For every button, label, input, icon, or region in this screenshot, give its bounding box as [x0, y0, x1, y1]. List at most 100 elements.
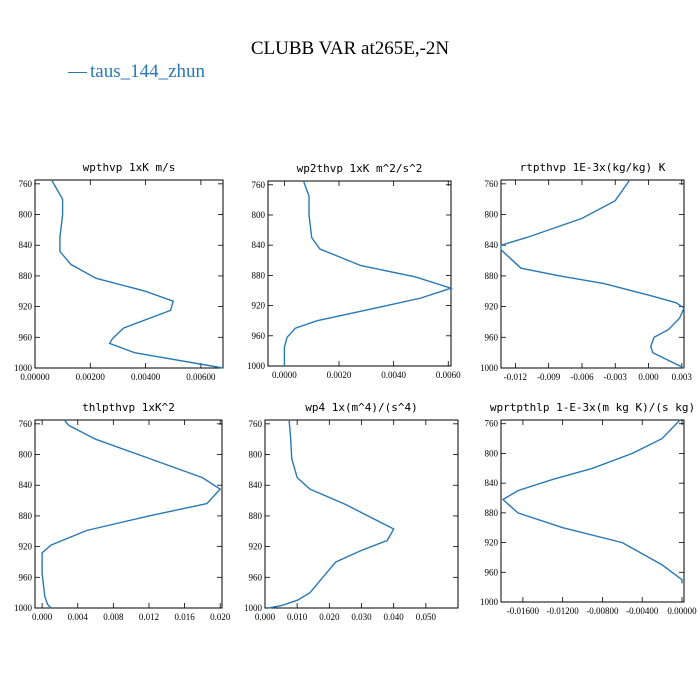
x-tick-label: 0.016: [174, 612, 195, 622]
panel-1: wpthvp 1xK m/s76080084088092096010000.00…: [14, 161, 224, 382]
panel-title: wp2thvp 1xK m^2/s^2: [297, 162, 423, 175]
x-tick-label: -0.01600: [507, 606, 540, 616]
x-tick-label: -0.009: [537, 372, 561, 382]
figure-title: CLUBB VAR at265E,-2N: [251, 38, 450, 59]
y-tick-label: 760: [485, 419, 499, 429]
y-tick-label: 880: [249, 511, 263, 521]
plot-frame: [264, 419, 459, 609]
y-tick-label: 760: [19, 419, 33, 429]
plot-frame: [500, 179, 685, 369]
x-tick-label: -0.006: [570, 372, 594, 382]
y-tick-label: 920: [485, 538, 499, 548]
y-tick-label: 960: [19, 332, 33, 342]
panel-grid: wpthvp 1xK m/s76080084088092096010000.00…: [14, 161, 697, 622]
y-tick-label: 880: [485, 508, 499, 518]
y-tick-label: 840: [19, 240, 33, 250]
panel-5: wp4 1x(m^4)/(s^4)76080084088092096010000…: [244, 401, 459, 622]
y-tick-label: 880: [19, 511, 33, 521]
y-tick-label: 960: [485, 332, 499, 342]
x-tick-label: -0.01200: [547, 606, 580, 616]
y-tick-label: 920: [252, 301, 266, 311]
x-tick-label: 0.0040: [381, 370, 406, 380]
panel-4: thlpthvp 1xK^276080084088092096010000.00…: [14, 401, 231, 622]
panel-2: wp2thvp 1xK m^2/s^2 760 800 840 880 920 960 100…: [247, 162, 461, 380]
y-tick-label: 800: [19, 450, 33, 460]
y-tick-label: 800: [249, 450, 263, 460]
x-tick-label: 0.008: [103, 612, 124, 622]
x-tick-label: 0.010: [287, 612, 308, 622]
panel-title: rtpthvp 1E-3x(kg/kg) K: [520, 161, 666, 174]
legend: — taus_144_zhun: [67, 61, 206, 82]
y-tick-label: 1000: [480, 597, 499, 607]
x-tick-label: 0.00200: [76, 372, 106, 382]
panel-title: wprtpthlp 1-E-3x(m kg K)/(s kg): [490, 401, 695, 414]
y-tick-label: 960: [249, 572, 263, 582]
y-tick-label: 760: [252, 180, 266, 190]
y-tick-label: 840: [249, 480, 263, 490]
x-tick-label: 0.0060: [436, 370, 461, 380]
y-tick-label: 880: [19, 271, 33, 281]
x-tick-label: 0.004: [68, 612, 89, 622]
plot-frame: [34, 179, 224, 369]
series-line-taus_144_zhun: [500, 179, 685, 369]
legend-line-symbol: —: [67, 61, 88, 82]
y-tick-label: 880: [485, 271, 499, 281]
y-tick-label: 800: [485, 210, 499, 220]
y-tick-label: 920: [485, 302, 499, 312]
y-tick-label: 920: [249, 542, 263, 552]
y-tick-label: 960: [19, 572, 33, 582]
y-tick-label: 840: [485, 240, 499, 250]
panel-title: wpthvp 1xK m/s: [83, 161, 176, 174]
x-tick-label: 0.020: [319, 612, 340, 622]
series-line-taus_144_zhun: [50, 179, 224, 369]
series-line-taus_144_zhun: [283, 180, 454, 366]
y-tick-label: 880: [252, 270, 266, 280]
series-line-taus_144_zhun: [268, 419, 395, 609]
y-tick-label: 1000: [480, 363, 499, 373]
y-tick-label: 960: [252, 331, 266, 341]
x-tick-label: 0.000: [32, 612, 53, 622]
x-tick-label: 0.000: [255, 612, 276, 622]
plot-frame: [267, 180, 452, 367]
y-tick-label: 920: [19, 302, 33, 312]
series-line-taus_144_zhun: [501, 419, 683, 584]
legend-label: taus_144_zhun: [90, 61, 206, 82]
x-tick-label: 0.0020: [327, 370, 352, 380]
y-tick-label: 840: [485, 478, 499, 488]
x-tick-label: 0.00000: [667, 606, 697, 616]
x-tick-label: -0.003: [604, 372, 628, 382]
y-tick-label: 1000: [14, 603, 33, 613]
panel-title: thlpthvp 1xK^2: [82, 401, 175, 414]
x-tick-label: 0.020: [210, 612, 231, 622]
x-tick-label: 0.00400: [131, 372, 161, 382]
y-tick-label: 1000: [244, 603, 263, 613]
panel-3: rtpthvp 1E-3x(kg/kg) K 760 800 840 880 920 960…: [480, 161, 692, 382]
x-tick-label: -0.012: [504, 372, 527, 382]
x-tick-label: 0.000: [638, 372, 659, 382]
y-tick-label: 760: [485, 179, 499, 189]
x-tick-label: 0.050: [416, 612, 437, 622]
x-tick-label: 0.0000: [272, 370, 297, 380]
x-tick-label: 0.00600: [186, 372, 216, 382]
x-tick-label: 0.00000: [20, 372, 50, 382]
y-tick-label: 800: [252, 210, 266, 220]
y-tick-label: 960: [485, 567, 499, 577]
plot-frame: [500, 419, 685, 603]
x-tick-label: 0.012: [139, 612, 159, 622]
y-tick-label: 920: [19, 542, 33, 552]
y-tick-label: 800: [485, 448, 499, 458]
y-tick-label: 760: [19, 179, 33, 189]
x-tick-label: 0.040: [384, 612, 405, 622]
plot-frame: [34, 419, 223, 609]
panel-6: wprtpthlp 1-E-3x(m kg K)/(s kg) 760 800 840…: [480, 401, 697, 616]
x-tick-label: -0.00400: [626, 606, 659, 616]
series-line-taus_144_zhun: [41, 419, 222, 609]
y-tick-label: 1000: [247, 361, 266, 371]
x-tick-label: -0.00800: [586, 606, 619, 616]
panel-title: wp4 1x(m^4)/(s^4): [305, 401, 418, 414]
x-tick-label: 0.030: [351, 612, 372, 622]
y-tick-label: 1000: [14, 363, 33, 373]
y-tick-label: 840: [19, 480, 33, 490]
y-tick-label: 800: [19, 210, 33, 220]
